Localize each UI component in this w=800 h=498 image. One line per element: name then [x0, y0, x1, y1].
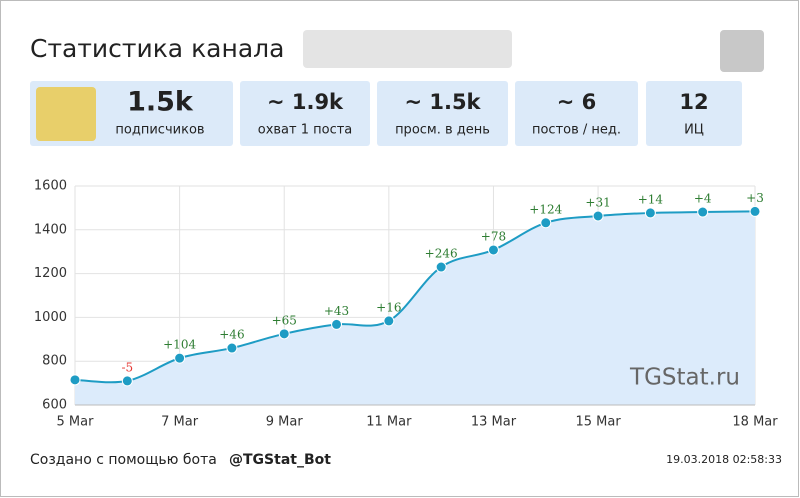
point-label: -5 — [121, 360, 133, 374]
point-label: +43 — [324, 304, 349, 318]
point-label: +65 — [272, 313, 297, 327]
point-label: +78 — [481, 229, 506, 243]
blurred-name — [303, 30, 512, 68]
plot: 600 800 1000 1200 1400 1600 5 Mar 7 Mar 9 Mar 11 … — [34, 179, 778, 430]
stat-value: 1.5k — [127, 87, 194, 118]
point-label: +4 — [694, 192, 712, 206]
point-label: +3 — [746, 191, 764, 205]
stat-value: ~ 6 — [557, 90, 597, 114]
blurred-avatar — [720, 30, 764, 72]
y-tick-label: 1200 — [34, 266, 67, 281]
y-tick-label: 600 — [42, 398, 67, 413]
stat-value: 12 — [679, 90, 708, 114]
point — [540, 217, 552, 229]
point-label: +14 — [638, 192, 664, 206]
x-tick-label: 9 Mar — [266, 415, 304, 430]
area — [75, 211, 755, 405]
point — [435, 261, 447, 273]
stat-value: ~ 1.9k — [267, 90, 344, 114]
stat-box — [515, 81, 638, 146]
point-label: +246 — [425, 247, 458, 261]
y-tick-label: 800 — [42, 354, 67, 369]
x-tick-label: 13 Mar — [471, 415, 517, 430]
stat-label: постов / нед. — [532, 123, 621, 138]
stat-label: подписчиков — [115, 123, 204, 138]
x-tick-label: 15 Mar — [575, 415, 621, 430]
stats-row: 1.5k подписчиков ~ 1.9k охват 1 поста ~ 1.5k… — [30, 81, 742, 146]
point — [331, 318, 343, 330]
x-tick-label: 11 Mar — [366, 415, 412, 430]
point-label: +31 — [585, 196, 610, 210]
point-label: +46 — [219, 328, 244, 342]
point — [749, 205, 761, 217]
point — [69, 374, 81, 386]
timestamp: 19.03.2018 02:58:33 — [666, 453, 782, 466]
footer-bot[interactable]: @TGStat_Bot — [229, 452, 331, 468]
y-tick-label: 1000 — [34, 310, 67, 325]
point — [644, 207, 656, 219]
point — [487, 244, 499, 256]
stat-box — [646, 81, 742, 146]
point — [174, 352, 186, 364]
point — [697, 206, 709, 218]
stat-box — [377, 81, 508, 146]
stat-label: ИЦ — [684, 123, 704, 138]
point — [383, 315, 395, 327]
point — [121, 375, 133, 387]
x-tick-label: 7 Mar — [161, 415, 199, 430]
stat-label: просм. в день — [395, 123, 490, 138]
blurred-photo — [36, 87, 96, 141]
point — [226, 342, 238, 354]
point — [592, 210, 604, 222]
stat-box — [240, 81, 370, 146]
x-tick-label: 18 Mar — [732, 415, 778, 430]
point-label: +104 — [163, 338, 196, 352]
y-tick-label: 1600 — [34, 179, 67, 194]
title: Статистика канала — [30, 34, 284, 63]
y-tick-label: 1400 — [34, 222, 67, 237]
point-label: +124 — [529, 202, 562, 216]
footer-text: Создано с помощью бота — [30, 452, 217, 468]
point — [278, 328, 290, 340]
watermark: TGStat.ru — [629, 365, 740, 391]
x-tick-label: 5 Mar — [57, 415, 95, 430]
stat-value: ~ 1.5k — [404, 90, 481, 114]
stat-label: охват 1 поста — [258, 123, 353, 138]
point-label: +16 — [376, 300, 401, 314]
